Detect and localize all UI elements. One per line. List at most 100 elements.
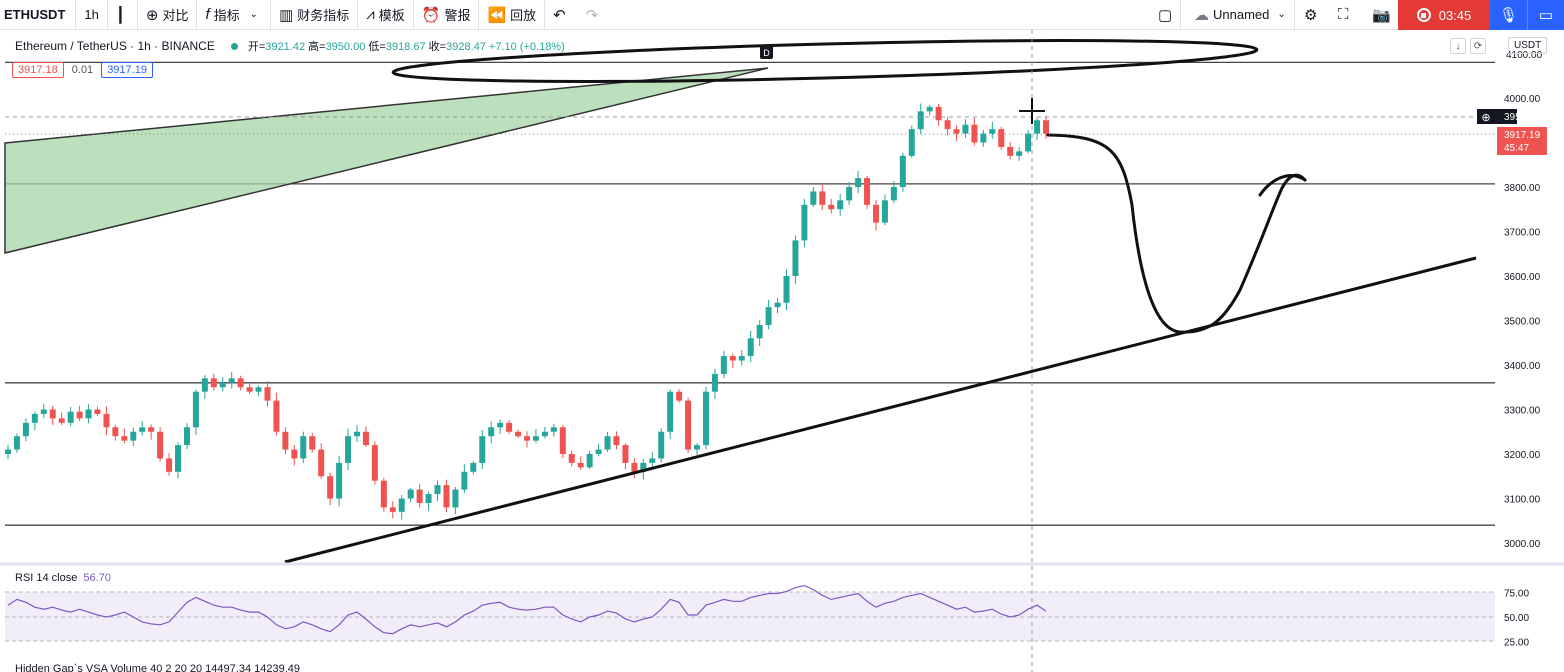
price-axis-label: 3300.00 xyxy=(1504,406,1541,417)
interval-button[interactable]: 1h xyxy=(84,7,99,22)
candle-body xyxy=(192,391,199,428)
redo-icon: ↷ xyxy=(585,6,599,24)
candle-body xyxy=(273,400,280,432)
drawing-anchor-marker[interactable] xyxy=(760,45,773,59)
microphone-button[interactable]: 🎙 xyxy=(1490,0,1527,30)
template-icon: ⩘ xyxy=(366,6,375,23)
wedge-pattern-drawing[interactable] xyxy=(4,67,769,254)
arrow-down-icon: ↓ xyxy=(1455,40,1461,52)
change-value: +7.10 (+0.18%) xyxy=(488,41,565,53)
candle-body xyxy=(85,409,92,419)
candle-body xyxy=(103,413,110,428)
projection-tick-drawing[interactable] xyxy=(1258,174,1307,197)
webcam-button[interactable]: ▭ xyxy=(1527,0,1564,30)
candle-body xyxy=(899,155,906,187)
candle-body xyxy=(479,436,486,463)
candle-body xyxy=(702,391,709,446)
candle-body xyxy=(461,471,468,490)
candle-body xyxy=(676,391,683,401)
candle-body xyxy=(622,445,629,463)
candle-body xyxy=(881,200,888,223)
alert-label: 警报 xyxy=(444,8,471,23)
candle-body xyxy=(711,373,718,392)
candle-body xyxy=(908,129,915,156)
layout-menu-button[interactable]: ☁ Unnamed ⌄ xyxy=(1186,0,1298,30)
gear-icon: ⚙ xyxy=(1304,6,1318,24)
candle-body xyxy=(336,462,343,499)
replay-button[interactable]: ⏪ 回放 xyxy=(479,0,544,30)
settings-button[interactable]: ⚙ xyxy=(1296,0,1329,30)
redo-button[interactable]: ↷ xyxy=(578,0,611,30)
candle-body xyxy=(783,276,790,303)
layout-name: Unnamed xyxy=(1213,7,1270,22)
close-label: 收= xyxy=(428,41,447,53)
screen-record-button[interactable]: 03:45 xyxy=(1398,0,1490,30)
rsi-title[interactable]: RSI 14 close xyxy=(15,572,78,584)
vsa-legend[interactable]: Hidden Gap`s VSA Volume 40 2 20 20 14497… xyxy=(15,663,300,672)
price-axis-label: 3500.00 xyxy=(1504,317,1541,328)
ellipse-drawing[interactable] xyxy=(391,33,1259,90)
buy-button[interactable]: 3917.19 xyxy=(101,62,153,78)
currency-button[interactable]: USDT xyxy=(1508,37,1548,54)
candle-body xyxy=(166,458,173,472)
collapse-legend-button[interactable]: ↓ xyxy=(1450,38,1466,54)
video-camera-icon: ▭ xyxy=(1538,7,1554,24)
candle-body xyxy=(452,489,459,508)
top-toolbar: ETHUSDT 1h ┃ ⊕ 对比 f 指标 ⌄ ▥ 财务指标 ⩘ 模板 ⏰ 警报 ⏪ 回放 … xyxy=(0,0,1564,30)
candle-body xyxy=(828,204,835,210)
candle-body xyxy=(935,106,942,121)
candle-body xyxy=(237,378,244,388)
financials-button[interactable]: ▥ 财务指标 xyxy=(271,0,357,30)
candle-body xyxy=(309,436,316,450)
price-axis-label: 3400.00 xyxy=(1504,361,1541,372)
projection-path-drawing[interactable] xyxy=(1046,133,1307,334)
candle-body xyxy=(76,411,83,419)
candle-body xyxy=(219,382,226,388)
candle-body xyxy=(318,449,325,477)
candle-body xyxy=(13,436,20,450)
candle-body xyxy=(40,409,47,414)
candle-body xyxy=(729,356,736,361)
toolbar-divider xyxy=(478,0,480,30)
candle-body xyxy=(926,106,933,112)
candle-body xyxy=(407,489,414,499)
crosshair-price-label: 3956.50 xyxy=(1504,112,1541,123)
fullscreen-layout-button[interactable]: ▢ xyxy=(1150,0,1184,30)
toolbar-divider xyxy=(544,0,546,30)
templates-button[interactable]: ⩘ 模板 xyxy=(358,0,412,30)
candle-body xyxy=(944,120,951,130)
indicators-button[interactable]: f 指标 ⌄ xyxy=(197,0,270,30)
undo-button[interactable]: ↶ xyxy=(545,0,578,30)
candle-body xyxy=(210,378,217,388)
symbol-search-button[interactable]: ETHUSDT xyxy=(4,7,66,22)
candle-body xyxy=(631,462,638,472)
fullscreen-button[interactable]: ⛶ xyxy=(1330,0,1361,30)
alert-button[interactable]: ⏰ 警报 xyxy=(414,0,479,30)
candle-body xyxy=(1034,120,1041,134)
candle-body xyxy=(649,458,656,463)
price-axis-label: 3200.00 xyxy=(1504,450,1541,461)
candle-body xyxy=(416,489,423,503)
chart-type-button[interactable]: ┃ xyxy=(108,0,137,30)
legend-title[interactable]: Ethereum / TetherUS · 1h · BINANCE xyxy=(15,39,215,53)
candle-body xyxy=(1043,120,1049,134)
crosshair-price-box xyxy=(1477,109,1517,124)
low-value: 3918.67 xyxy=(385,41,426,53)
chevron-down-icon: ⌄ xyxy=(249,9,259,20)
price-chart[interactable]: 4000.003900.003800.003700.003600.003500.… xyxy=(0,30,1564,672)
candle-body xyxy=(559,427,566,454)
candle-body xyxy=(506,422,513,432)
refresh-button[interactable]: ⟳ xyxy=(1470,38,1486,54)
snapshot-button[interactable]: 📷 xyxy=(1364,0,1403,30)
candle-body xyxy=(291,449,298,459)
spread-value: 0.01 xyxy=(71,64,94,76)
trendline-drawing[interactable] xyxy=(284,256,1477,564)
toolbar-divider xyxy=(106,0,108,30)
candle-body xyxy=(541,431,548,437)
sell-button[interactable]: 3917.18 xyxy=(12,62,64,78)
price-axis-label: 3700.00 xyxy=(1504,228,1541,239)
candle-body xyxy=(255,387,262,392)
compare-button[interactable]: ⊕ 对比 xyxy=(138,0,197,30)
indicators-label: 指标 xyxy=(213,8,240,23)
